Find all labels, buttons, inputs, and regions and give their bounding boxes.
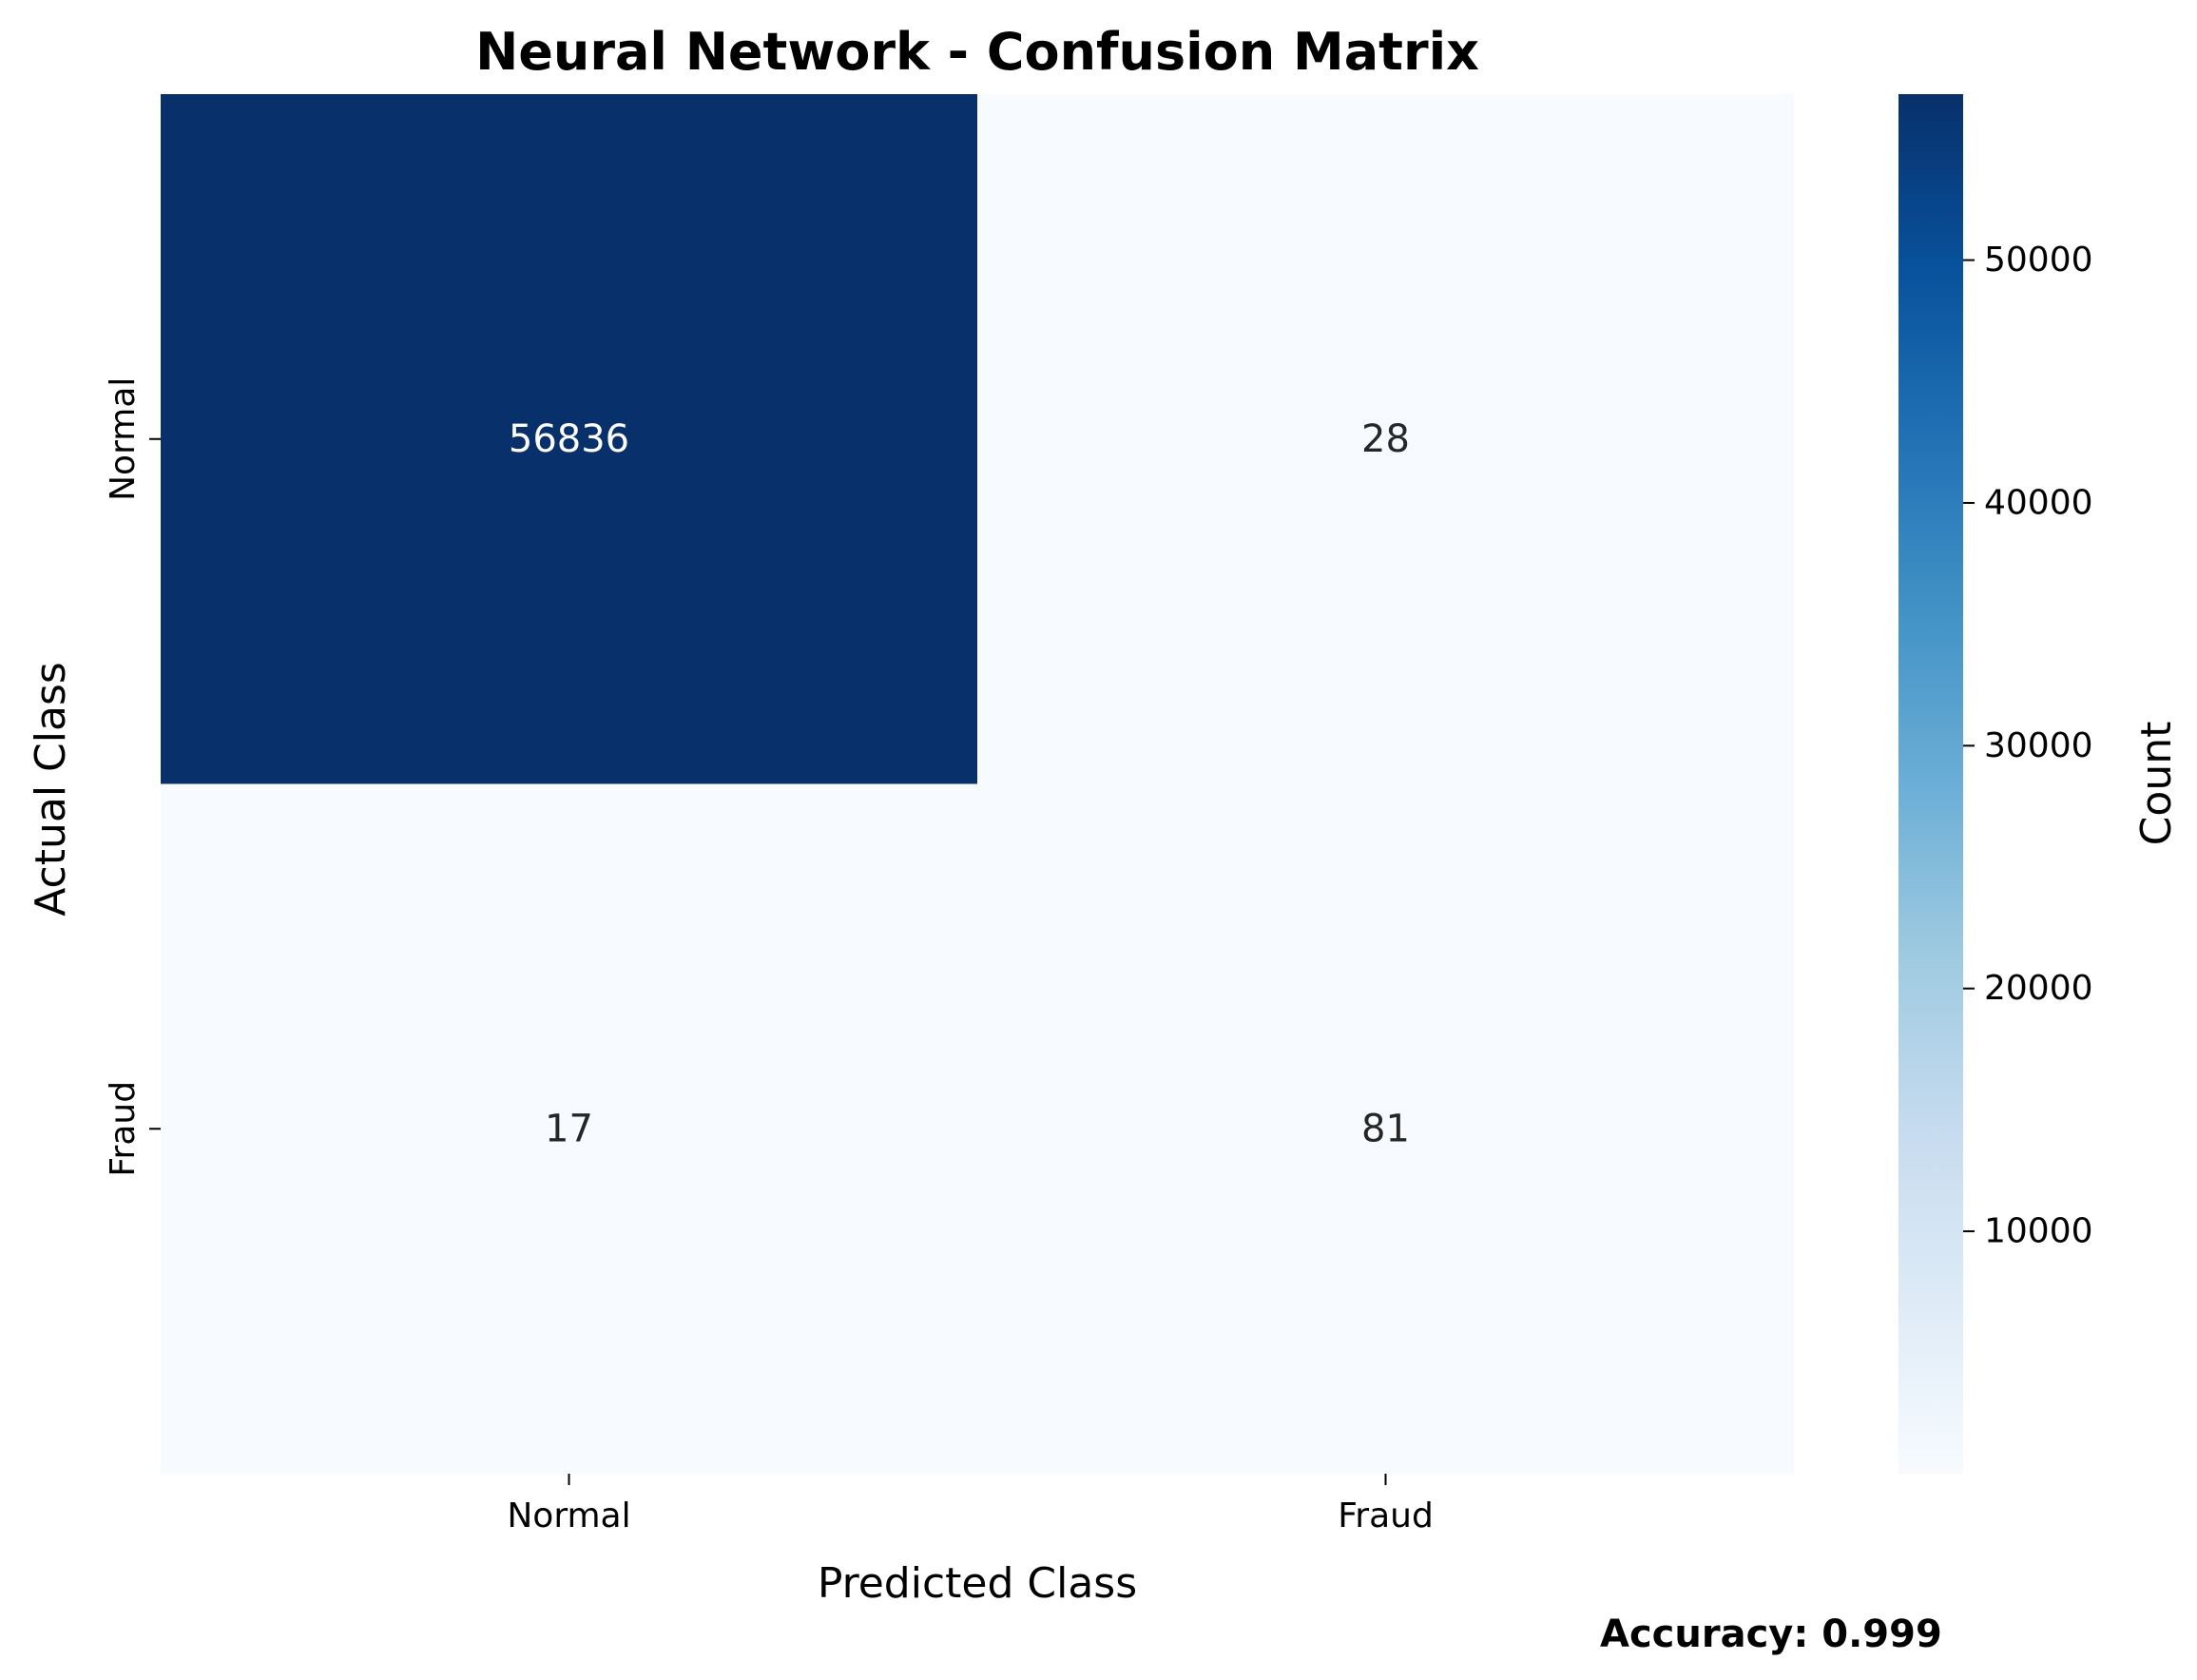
y-tick-label: Normal — [104, 377, 143, 501]
heatmap-cell — [977, 783, 1794, 1474]
cell-value-label: 17 — [545, 1107, 593, 1150]
cell-value-label: 56836 — [509, 417, 629, 461]
colorbar-tick-label: 40000 — [1984, 483, 2093, 522]
colorbar — [1898, 94, 1963, 1474]
colorbar-ticks: 10000 20000 30000 40000 50000 — [1963, 241, 2093, 1251]
y-axis: Normal Fraud — [104, 377, 161, 1177]
colorbar-tick-label: 30000 — [1984, 726, 2093, 765]
colorbar-tick-label: 20000 — [1984, 969, 2093, 1008]
x-axis: Normal Fraud — [507, 1474, 1434, 1535]
heatmap-cell — [977, 94, 1794, 784]
y-tick-label: Fraud — [104, 1081, 143, 1177]
heatmap-cell-labels: 56836 28 17 81 — [509, 417, 1410, 1151]
cell-value-label: 28 — [1361, 417, 1410, 461]
x-tick-label: Normal — [507, 1497, 630, 1535]
cell-value-label: 81 — [1361, 1107, 1410, 1150]
heatmap-cells — [161, 94, 1794, 1474]
colorbar-tick-label: 50000 — [1984, 241, 2093, 280]
heatmap-cell — [161, 94, 977, 784]
accuracy-annotation: Accuracy: 0.999 — [1600, 1612, 1942, 1656]
x-tick-label: Fraud — [1338, 1497, 1434, 1535]
colorbar-label: Count — [2132, 722, 2181, 846]
y-axis-title: Actual Class — [27, 662, 75, 917]
heatmap-cell — [161, 783, 977, 1474]
chart-title: Neural Network - Confusion Matrix — [475, 22, 1479, 82]
x-axis-title: Predicted Class — [818, 1559, 1137, 1608]
colorbar-tick-label: 10000 — [1984, 1212, 2093, 1251]
